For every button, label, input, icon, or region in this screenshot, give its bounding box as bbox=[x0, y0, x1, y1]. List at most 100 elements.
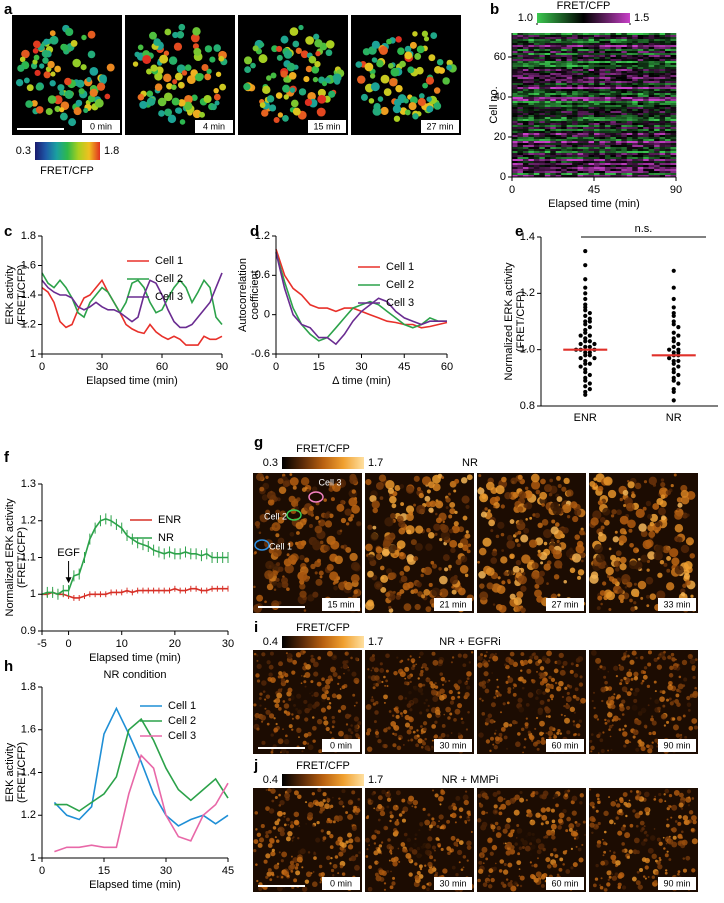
speckle bbox=[622, 849, 625, 852]
speckle bbox=[312, 824, 314, 826]
speckle bbox=[278, 811, 283, 816]
heatmap-cell bbox=[638, 127, 644, 129]
heatmap-cell bbox=[583, 53, 589, 55]
speckle bbox=[557, 825, 562, 830]
heatmap-cell bbox=[654, 73, 660, 75]
speckle bbox=[292, 718, 294, 720]
speckle bbox=[669, 548, 678, 557]
speckle bbox=[479, 681, 484, 686]
speckle bbox=[285, 681, 287, 683]
heatmap-cell bbox=[643, 81, 649, 83]
heatmap-cell bbox=[632, 91, 638, 93]
speckle bbox=[562, 666, 565, 669]
speckle bbox=[417, 487, 421, 491]
speckle bbox=[494, 745, 498, 749]
heatmap-cell bbox=[578, 41, 584, 43]
heatmap-cell bbox=[660, 81, 666, 83]
heatmap-cell bbox=[572, 89, 578, 91]
speckle bbox=[495, 730, 497, 732]
heatmap-cell bbox=[660, 61, 666, 63]
heatmap-cell bbox=[561, 67, 567, 69]
heatmap-cell bbox=[610, 47, 616, 49]
speckle bbox=[313, 856, 317, 860]
speckle bbox=[276, 839, 280, 843]
heatmap-cell bbox=[589, 145, 595, 147]
heatmap-cell bbox=[643, 69, 649, 71]
heatmap-cell bbox=[632, 139, 638, 141]
speckle bbox=[529, 842, 532, 845]
speckle bbox=[483, 862, 485, 864]
heatmap-cell bbox=[528, 139, 534, 141]
speckle bbox=[567, 789, 570, 792]
heatmap-cell bbox=[654, 79, 660, 81]
nucleus bbox=[430, 32, 437, 39]
heatmap-cell bbox=[671, 141, 677, 143]
heatmap-cell bbox=[594, 63, 600, 65]
heatmap-cell bbox=[578, 53, 584, 55]
speckle bbox=[659, 653, 661, 655]
speckle bbox=[264, 600, 267, 603]
heatmap-cell bbox=[599, 121, 605, 123]
nucleus bbox=[209, 57, 215, 63]
speckle bbox=[381, 790, 386, 795]
speckle bbox=[276, 723, 278, 725]
heatmap-cell bbox=[594, 121, 600, 123]
speckle bbox=[281, 876, 283, 878]
heatmap-cell bbox=[567, 63, 573, 65]
heatmap-cell bbox=[660, 43, 666, 45]
heatmap-cell bbox=[621, 35, 627, 37]
nucleus bbox=[97, 82, 105, 90]
speckle bbox=[522, 687, 525, 690]
speckle bbox=[312, 540, 320, 548]
speckle bbox=[576, 697, 580, 701]
speckle bbox=[647, 748, 652, 753]
nucleus bbox=[105, 94, 111, 100]
heatmap-cell bbox=[627, 89, 633, 91]
heatmap-cell bbox=[649, 99, 655, 101]
speckle bbox=[531, 864, 533, 866]
heatmap-cell bbox=[528, 65, 534, 67]
heatmap-cell bbox=[671, 123, 677, 125]
speckle bbox=[274, 581, 277, 584]
heatmap-cell bbox=[599, 147, 605, 149]
heatmap-cell bbox=[616, 131, 622, 133]
nucleus bbox=[243, 83, 250, 90]
heatmap-cell bbox=[567, 113, 573, 115]
nucleus bbox=[262, 86, 270, 94]
heatmap-cell bbox=[621, 143, 627, 145]
heatmap-cell bbox=[649, 127, 655, 129]
heatmap-cell bbox=[632, 137, 638, 139]
heatmap-cell bbox=[545, 111, 551, 113]
speckle bbox=[608, 728, 611, 731]
speckle bbox=[633, 735, 636, 738]
speckle bbox=[611, 509, 616, 514]
heatmap-cell bbox=[583, 61, 589, 63]
speckle bbox=[258, 843, 263, 848]
speckle bbox=[619, 563, 626, 570]
speckle bbox=[619, 682, 622, 685]
heatmap-cell bbox=[567, 99, 573, 101]
heatmap-cell bbox=[643, 135, 649, 137]
speckle bbox=[600, 603, 603, 606]
heatmap-cell bbox=[594, 77, 600, 79]
heatmap-cell bbox=[621, 107, 627, 109]
speckle bbox=[467, 859, 469, 861]
speckle bbox=[678, 815, 682, 819]
heatmap-cell bbox=[523, 51, 529, 53]
heatmap-cell bbox=[556, 97, 562, 99]
speckle bbox=[663, 847, 666, 850]
heatmap-cell bbox=[567, 53, 573, 55]
nucleus bbox=[158, 110, 165, 117]
heatmap-cell bbox=[671, 75, 677, 77]
heatmap-cell bbox=[643, 107, 649, 109]
speckle bbox=[274, 588, 277, 591]
speckle bbox=[291, 670, 295, 674]
nucleus bbox=[404, 52, 412, 60]
heatmap-cell bbox=[550, 71, 556, 73]
speckle bbox=[516, 591, 523, 598]
nucleus bbox=[86, 77, 91, 82]
nucleus bbox=[438, 67, 445, 74]
speckle bbox=[669, 666, 673, 670]
speckle bbox=[526, 799, 528, 801]
speckle bbox=[296, 497, 300, 501]
